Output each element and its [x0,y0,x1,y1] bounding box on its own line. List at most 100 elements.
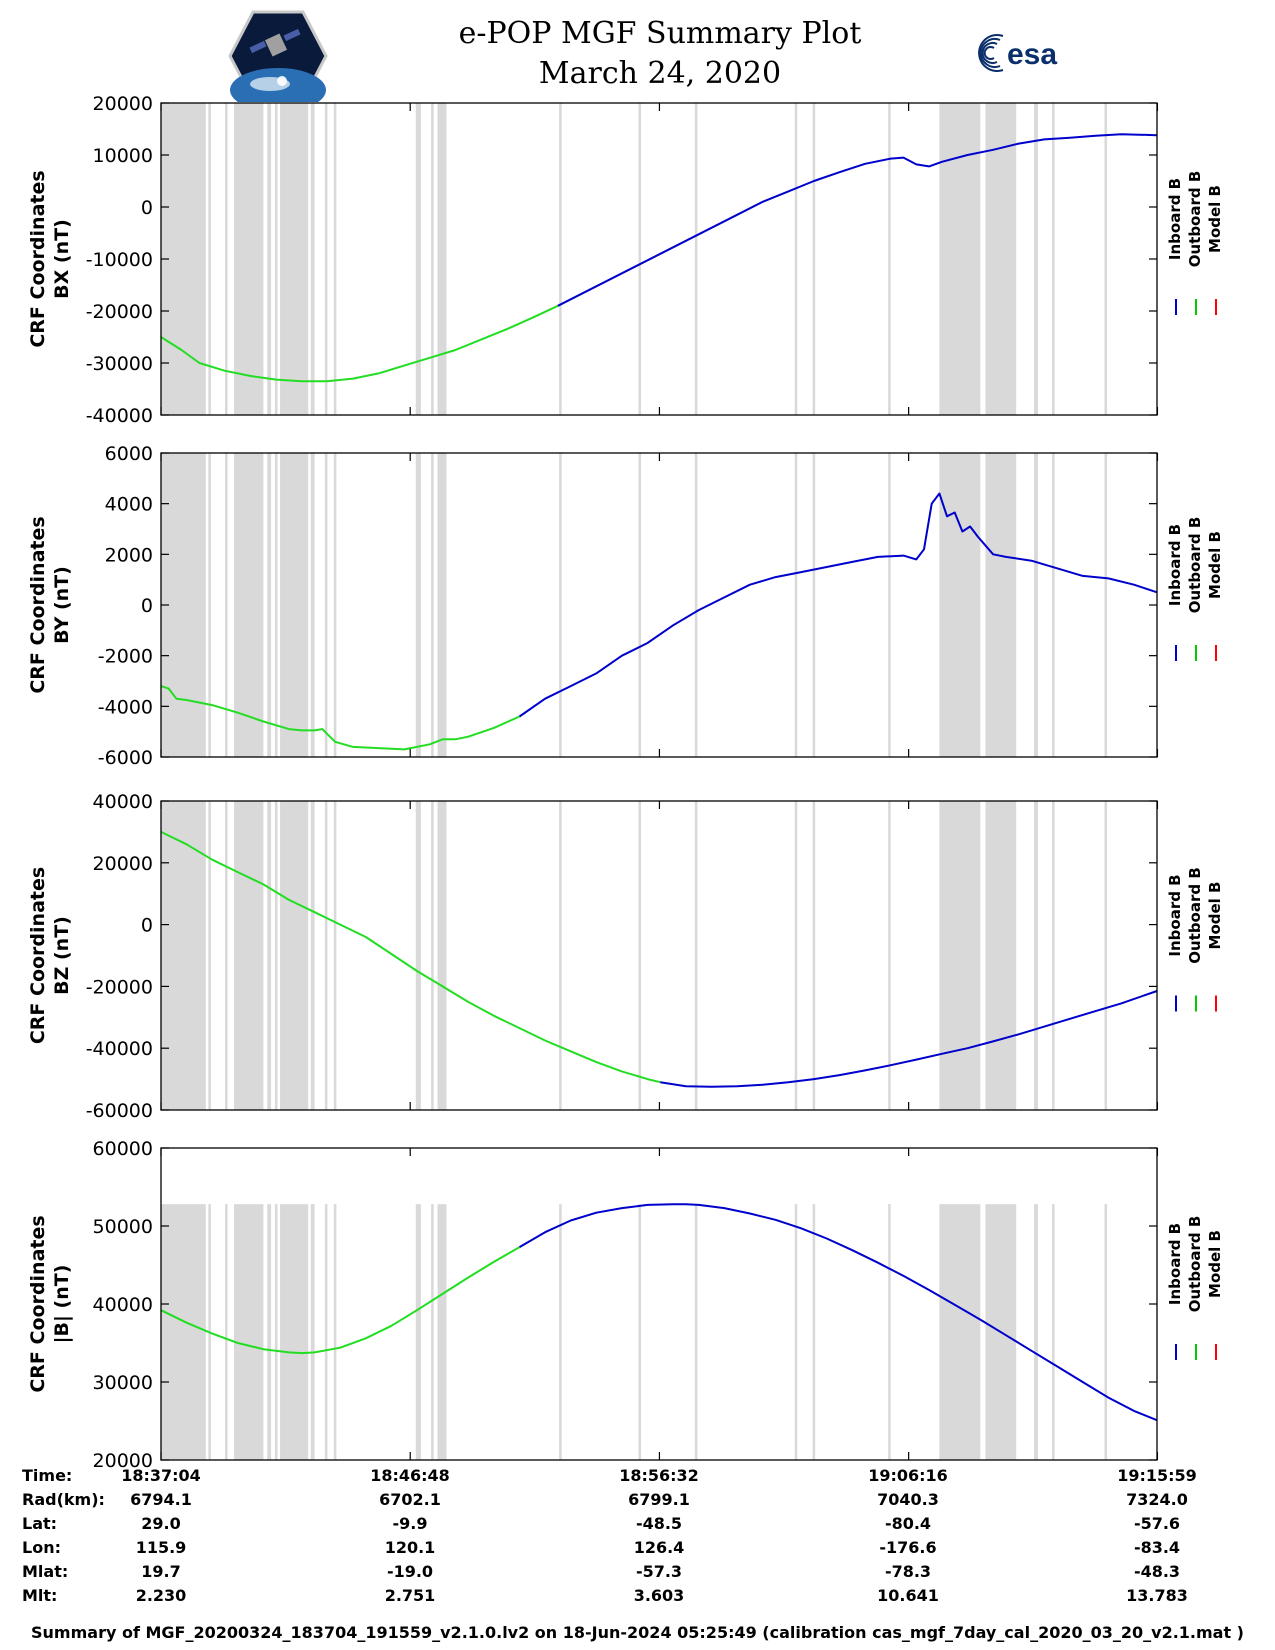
legend-label: Model B [1206,531,1224,599]
shaded-interval [559,801,562,1110]
shaded-interval [694,801,698,1110]
legend-label: Inboard B [1166,1223,1184,1305]
plot-title: e-POP MGF Summary Plot [458,16,862,51]
ephemeris-cell: -80.4 [884,1514,932,1533]
ephemeris-cell: 6702.1 [379,1490,441,1509]
y-tick-label: 2000 [105,544,153,566]
legend-label: Inboard B [1166,524,1184,606]
ephemeris-cell: 6794.1 [130,1490,192,1509]
shaded-interval [812,801,816,1110]
ephemeris-label: Rad(km): [22,1490,105,1509]
shaded-interval [1104,1204,1108,1460]
shaded-interval [1104,103,1108,415]
ephemeris-cell: 18:56:32 [619,1466,699,1485]
ephemeris-row-lat: Lat: 29.0 -9.9 -48.5 -80.4 -57.6 [0,1514,1275,1538]
shaded-interval [310,1204,315,1460]
esa-logo-text: esa [1007,38,1057,71]
shaded-interval [208,801,211,1110]
shaded-interval [225,801,228,1110]
plot-date: March 24, 2020 [538,56,782,91]
shaded-interval [888,453,891,757]
ephemeris-row-time: Time: 18:37:04 18:46:48 18:56:32 19:06:1… [0,1466,1275,1490]
shaded-interval [310,103,315,415]
epop-logo [228,10,328,102]
ephemeris-cell: 29.0 [141,1514,181,1533]
shaded-interval [1034,103,1038,415]
ephemeris-cell: -176.6 [879,1538,937,1557]
ephemeris-cell: 2.751 [384,1586,436,1605]
legend-label: Outboard B [1186,867,1204,964]
shaded-interval [888,801,891,1110]
ephemeris-cell: -48.5 [635,1514,683,1533]
y-tick-label: -20000 [86,301,153,323]
shaded-interval [431,103,434,415]
ephemeris-cell: 120.1 [384,1538,436,1557]
ephemeris-label: Lat: [22,1514,58,1533]
shaded-interval [431,801,434,1110]
shaded-interval [233,801,264,1110]
ephemeris-cell: -83.4 [1133,1538,1181,1557]
ephemeris-cell: 19.7 [141,1562,181,1581]
shaded-interval [985,801,1017,1110]
y-tick-label: 20000 [93,1450,153,1472]
shaded-interval [161,801,206,1110]
ephemeris-label: Mlat: [22,1562,69,1581]
legend-label: Inboard B [1166,874,1184,956]
chart-panel-2: -6000 -4000 -2000 0 2000 4000 6000 CRF Coordina… [27,443,1224,769]
shaded-interval [437,1204,447,1460]
shaded-interval [280,103,309,415]
shaded-interval [1052,453,1055,757]
legend-label: Model B [1206,882,1224,950]
ephemeris-cell: 18:37:04 [121,1466,201,1485]
y-tick-label: 0 [141,197,153,219]
y-tick-label: -6000 [98,747,153,769]
shaded-interval [324,453,328,757]
ephemeris-cell: 7324.0 [1126,1490,1188,1509]
shaded-interval [694,103,698,415]
chart-panel-4: 20000 30000 40000 50000 60000 CRF Coordinates… [27,1138,1224,1472]
ephemeris-cell: 115.9 [135,1538,187,1557]
shaded-interval [267,1204,272,1460]
shaded-interval [794,453,798,757]
ephemeris-cell: 13.783 [1126,1586,1188,1605]
y-tick-label: 6000 [105,443,153,465]
legend-label: Model B [1206,185,1224,253]
shaded-interval [280,1204,309,1460]
shaded-interval [274,1204,278,1460]
y-axis-label: |B| (nT) [51,1265,73,1344]
ephemeris-cell: -48.3 [1133,1562,1181,1581]
ephemeris-cell: -57.6 [1133,1514,1181,1533]
shaded-interval [274,103,278,415]
ephemeris-cell: 6799.1 [628,1490,690,1509]
series-line-outboard-b [160,1246,521,1355]
y-tick-label: 40000 [93,1294,153,1316]
series-line-outboard-b [160,304,559,383]
shaded-interval [437,453,447,757]
shaded-interval [225,103,228,415]
shaded-interval [985,103,1017,415]
ephemeris-row-mlat: Mlat: 19.7 -19.0 -57.3 -78.3 -48.3 [0,1562,1275,1586]
shaded-interval [274,801,278,1110]
shaded-interval [694,1204,698,1460]
y-tick-label: 10000 [93,145,153,167]
shaded-interval [208,103,211,415]
y-tick-label: 0 [141,915,153,937]
y-tick-label: 0 [141,595,153,617]
shaded-interval [812,1204,816,1460]
shaded-interval [324,103,328,415]
shaded-interval [333,1204,337,1460]
shaded-interval [638,1204,642,1460]
shaded-interval [280,801,309,1110]
shaded-interval [280,453,309,757]
shaded-interval [161,1204,206,1460]
y-tick-label: 40000 [93,791,153,813]
shaded-interval [233,453,264,757]
shaded-interval [939,1204,981,1460]
shaded-interval [233,1204,264,1460]
ephemeris-cell: 10.641 [877,1586,939,1605]
y-tick-label: -30000 [86,353,153,375]
shaded-interval [638,453,642,757]
shaded-interval [888,1204,891,1460]
chart-panel-3: -60000 -40000 -20000 0 20000 40000 CRF Coordin… [27,791,1224,1122]
shaded-interval [431,453,434,757]
